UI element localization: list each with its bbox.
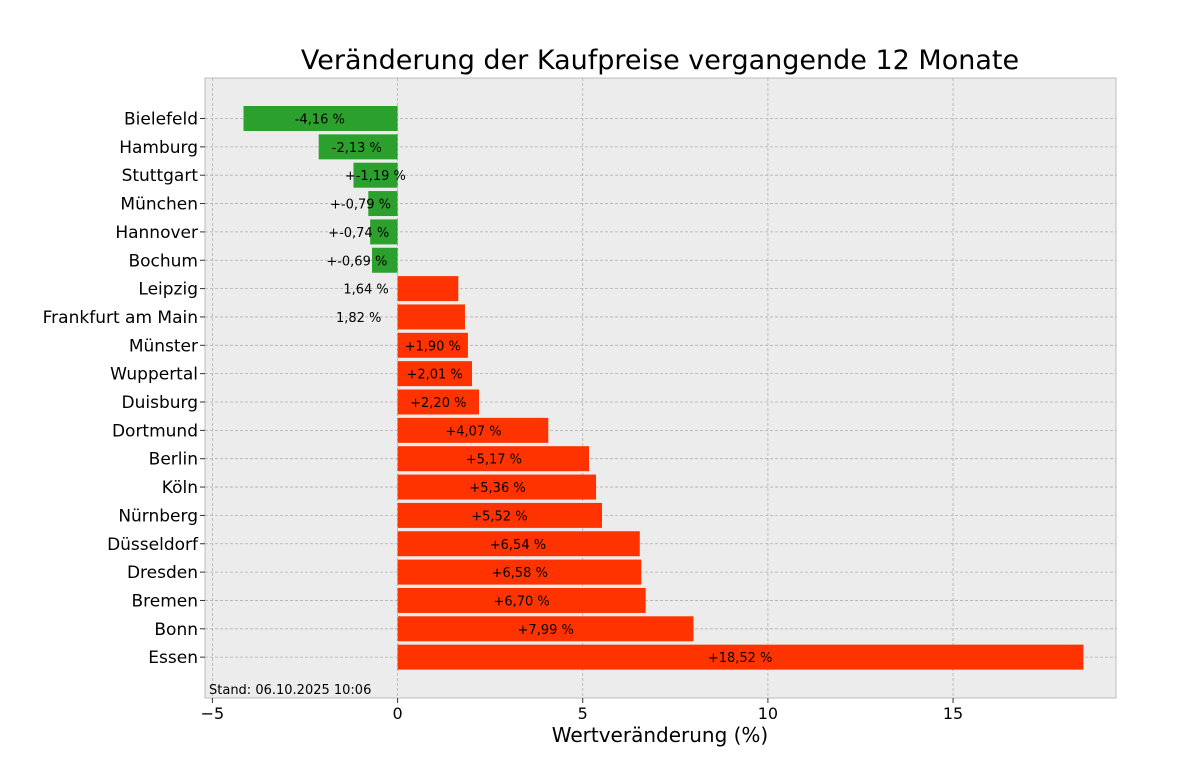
bar [397, 502, 602, 528]
y-tick-label: Köln [162, 478, 198, 498]
bar [243, 106, 398, 131]
y-tick-label: Hamburg [119, 138, 198, 158]
data-label: +2,20 % [410, 396, 466, 411]
bar [397, 531, 640, 557]
data-label: +-0,74 % [328, 226, 389, 241]
x-tick-label: −5 [201, 704, 225, 723]
bar [397, 446, 590, 472]
y-tick-label: Wuppertal [110, 365, 198, 385]
y-tick-label: Dresden [127, 563, 198, 583]
data-label: +5,36 % [469, 481, 525, 496]
bar [397, 559, 642, 585]
data-label: +6,58 % [492, 566, 548, 581]
y-tick-label: Bremen [131, 591, 198, 611]
x-axis-label: Wertveränderung (%) [552, 723, 769, 747]
data-label: +-0,69 % [326, 254, 387, 269]
bar [397, 332, 468, 358]
y-tick-label: Essen [148, 648, 198, 668]
bar [397, 587, 646, 613]
y-tick-label: Duisburg [122, 393, 199, 413]
x-tick-layer: −5 0 5 10 15 [201, 698, 963, 723]
y-tick-label: Stuttgart [122, 166, 199, 186]
data-label: -2,13 % [332, 141, 382, 156]
bar [372, 247, 398, 273]
bar [397, 616, 694, 642]
data-label: +7,99 % [518, 623, 574, 638]
bar [397, 361, 473, 387]
data-label-layer: -4,16 % -2,13 % +-1,19 % +-0,79 % +-0,74 % +-… [295, 113, 773, 667]
bar [397, 276, 459, 302]
bar [397, 304, 465, 330]
y-tick-label: Frankfurt am Main [43, 308, 198, 328]
data-label: +6,54 % [490, 538, 546, 553]
bar [397, 474, 597, 500]
plot-area [204, 77, 1117, 699]
y-tick-label: Nürnberg [118, 506, 198, 526]
y-tick-label: Hannover [115, 223, 198, 243]
data-label: +6,70 % [493, 594, 549, 609]
chart-title: Veränderung der Kaufpreise vergangende 1… [301, 45, 1019, 76]
data-label: 1,82 % [336, 311, 381, 326]
y-tick-label: Bonn [154, 620, 198, 640]
bar [318, 134, 398, 160]
data-label: +18,52 % [708, 651, 773, 666]
data-label: +4,07 % [445, 424, 501, 439]
data-label: +5,17 % [466, 453, 522, 468]
data-label: +1,90 % [405, 339, 461, 354]
y-tick-label: Münster [129, 336, 198, 356]
bar [397, 644, 1084, 670]
data-label: 1,64 % [343, 283, 388, 298]
bar [397, 417, 549, 443]
data-label: -4,16 % [295, 113, 345, 128]
y-tick-layer: Bielefeld Hamburg Stuttgart München Hannover… [43, 110, 205, 668]
x-tick-label: 0 [392, 704, 402, 723]
data-label: +2,01 % [406, 368, 462, 383]
bar [353, 162, 398, 188]
x-tick-label: 5 [578, 704, 588, 723]
bar [370, 219, 398, 245]
y-tick-label: Bielefeld [124, 110, 198, 130]
data-label: +-0,79 % [330, 198, 391, 213]
bar-layer [243, 106, 1084, 670]
x-tick-label: 15 [943, 704, 963, 723]
data-label: +5,52 % [471, 509, 527, 524]
y-tick-label: Dortmund [112, 421, 198, 441]
footnote-timestamp: Stand: 06.10.2025 10:06 [209, 683, 371, 698]
y-tick-label: Bochum [128, 251, 198, 271]
y-tick-label: Berlin [149, 450, 198, 470]
data-label: +-1,19 % [345, 169, 406, 184]
y-tick-label: München [120, 195, 198, 215]
y-tick-label: Düsseldorf [107, 535, 199, 555]
bar [368, 191, 398, 217]
x-tick-label: 10 [758, 704, 778, 723]
bar [397, 389, 480, 415]
y-tick-label: Leipzig [138, 280, 198, 300]
